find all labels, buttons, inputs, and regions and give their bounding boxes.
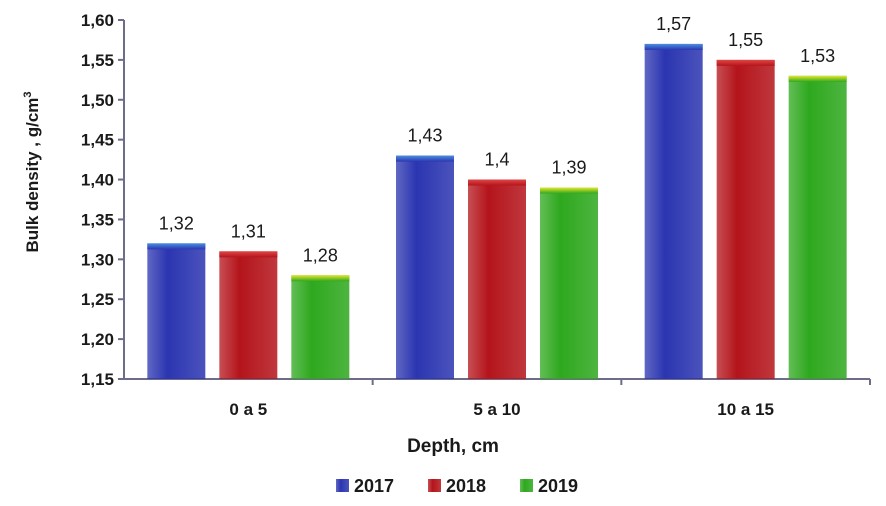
y-tick-label: 1,55 [81, 51, 114, 70]
legend-swatch-2019 [520, 479, 533, 492]
legend-label: 2019 [538, 476, 578, 496]
legend-label: 2018 [446, 476, 486, 496]
bar-2018-0 [219, 251, 278, 379]
bar-2019-1 [540, 187, 598, 379]
x-category-label: 0 a 5 [229, 400, 267, 419]
y-tick-label: 1,50 [81, 91, 114, 110]
legend-swatch-2018 [428, 479, 441, 492]
data-label: 1,43 [407, 126, 442, 146]
data-labels: 1,32 1,31 1,28 1,43 1,4 1,39 1,57 1,55 1,53 [159, 14, 835, 265]
y-tick-label: 1,15 [81, 370, 114, 389]
axes: 1,15 1,20 1,25 1,30 1,35 1,40 1,45 1,50 1,55 1,60… [81, 11, 871, 419]
bar-2017-0 [147, 243, 206, 379]
y-axis-title: Bulk density , g/cm3 [22, 91, 42, 252]
data-label: 1,32 [159, 213, 194, 233]
legend-swatch-2017 [336, 479, 349, 492]
bar-cap [644, 43, 703, 50]
bar-cap [468, 179, 526, 186]
bar-2019-0 [291, 275, 350, 379]
bar-2017-2 [644, 43, 703, 379]
legend: 2017 2018 2019 [336, 476, 578, 496]
bar-cap [716, 59, 775, 66]
x-category-label: 10 a 15 [717, 400, 774, 419]
bar-cap [291, 275, 350, 282]
x-axis-title: Depth, cm [407, 436, 499, 457]
y-tick-label: 1,60 [81, 11, 114, 30]
y-tick-label: 1,20 [81, 330, 114, 349]
x-category-label: 5 a 10 [473, 400, 520, 419]
data-label: 1,39 [551, 158, 586, 178]
y-tick-label: 1,45 [81, 131, 114, 150]
y-tick-label: 1,30 [81, 250, 114, 269]
bar-cap [788, 75, 847, 82]
y-tick-label: 1,25 [81, 290, 114, 309]
bar-cap [540, 187, 598, 194]
data-label: 1,53 [800, 46, 835, 66]
bar-2017-1 [396, 155, 454, 379]
bar-cap [219, 251, 278, 258]
bar-2019-2 [788, 75, 847, 379]
data-label: 1,57 [656, 14, 691, 34]
bars [147, 43, 847, 380]
y-tick-label: 1,40 [81, 171, 114, 190]
bar-cap [147, 243, 206, 250]
data-label: 1,28 [303, 245, 338, 265]
data-label: 1,31 [231, 221, 266, 241]
bar-2018-1 [468, 179, 526, 379]
data-label: 1,55 [728, 30, 763, 50]
y-axis-title-text: Bulk density , g/cm [23, 98, 42, 253]
bar-cap [396, 155, 454, 162]
y-tick-label: 1,35 [81, 210, 114, 229]
y-axis-title-superscript: 3 [22, 91, 34, 97]
bar-2018-2 [716, 59, 775, 380]
data-label: 1,4 [484, 150, 509, 170]
legend-label: 2017 [354, 476, 394, 496]
